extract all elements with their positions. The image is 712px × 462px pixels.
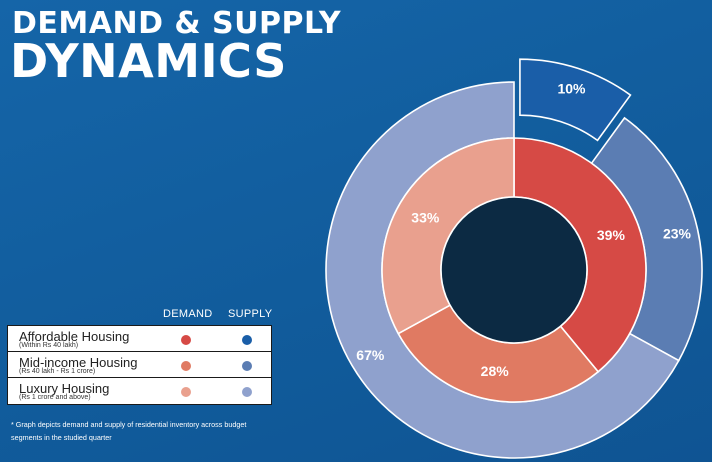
outer-ring-label-luxury-housing: 67% [356,347,385,363]
legend-demand-header: DEMAND [163,308,213,320]
supply-color-dot [242,335,252,345]
legend-row-mid-income: Mid-income Housing (Rs 40 lakh - Rs 1 cr… [8,352,271,378]
legend-table: Affordable Housing (Within Rs 40 lakh) M… [7,325,272,405]
inner-ring-label-affordable-housing: 39% [597,227,626,243]
legend-row-sublabel: (Rs 40 lakh - Rs 1 crore) [19,368,96,375]
legend-row-sublabel: (Within Rs 40 lakh) [19,342,79,349]
supply-color-dot [242,361,252,371]
legend-row-label: Luxury Housing [19,381,110,396]
title-line-1: DEMAND & SUPPLY [12,6,342,41]
legend-row-luxury: Luxury Housing (Rs 1 crore and above) [8,378,271,404]
outer-ring-slice-affordable-housing [519,58,632,142]
outer-ring-label-affordable-housing: 10% [557,80,586,96]
inner-ring-label-mid-income-housing: 28% [481,363,510,379]
outer-ring-label-mid-income-housing: 23% [663,226,692,242]
supply-color-dot [242,387,252,397]
demand-color-dot [181,335,191,345]
legend-row-label: Mid-income Housing [19,355,138,370]
legend-supply-header: SUPPLY [228,308,273,320]
legend-row-label: Affordable Housing [19,329,130,344]
demand-color-dot [181,361,191,371]
footnote: * Graph depicts demand and supply of res… [11,420,247,442]
donut-center [440,196,588,344]
inner-ring-label-luxury-housing: 33% [411,210,440,226]
legend-row-sublabel: (Rs 1 crore and above) [19,394,91,401]
legend-row-affordable: Affordable Housing (Within Rs 40 lakh) [8,326,271,352]
title-line-2: DYNAMICS [10,34,287,88]
demand-color-dot [181,387,191,397]
